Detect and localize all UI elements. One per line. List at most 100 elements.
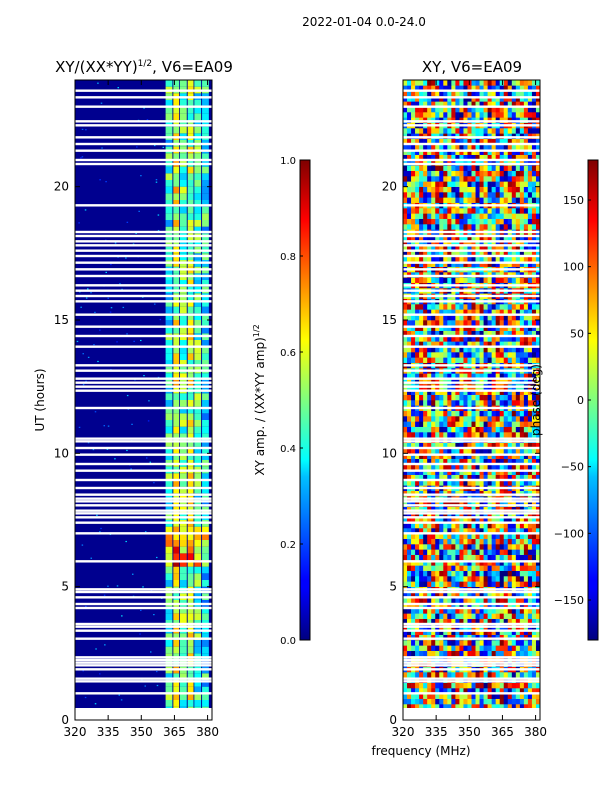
phase-cell bbox=[519, 181, 525, 187]
phase-cell bbox=[495, 474, 501, 481]
phase-cell bbox=[503, 576, 509, 582]
amplitude-colorbar bbox=[299, 159, 311, 641]
phase-cell bbox=[415, 704, 420, 710]
phase-cell bbox=[491, 250, 496, 257]
phase-cell bbox=[523, 400, 529, 406]
x-tick-label: 350 bbox=[130, 725, 153, 739]
phase-cell bbox=[407, 149, 412, 155]
phase-cell bbox=[447, 304, 452, 310]
phase-cell bbox=[435, 629, 440, 635]
phase-cell bbox=[403, 234, 408, 241]
phase-cell bbox=[483, 426, 488, 433]
phase-cell bbox=[455, 442, 460, 449]
amplitude-cell bbox=[179, 533, 187, 540]
phase-cell bbox=[507, 432, 513, 438]
phase-cell bbox=[467, 554, 472, 561]
amplitude-cell bbox=[179, 126, 187, 134]
phase-cell bbox=[475, 80, 480, 86]
phase-cell bbox=[527, 213, 533, 219]
phase-cell bbox=[419, 256, 424, 262]
phase-cell bbox=[511, 650, 517, 657]
phase-cell bbox=[519, 512, 525, 518]
flag-row bbox=[403, 509, 540, 512]
phase-cell bbox=[435, 544, 440, 550]
phase-cell bbox=[451, 224, 456, 230]
phase-heatmap bbox=[403, 80, 540, 720]
phase-cell bbox=[475, 608, 480, 614]
phase-cell bbox=[451, 458, 456, 465]
amplitude-cell bbox=[179, 226, 187, 234]
phase-cell bbox=[475, 602, 480, 609]
phase-cell bbox=[451, 309, 456, 315]
phase-cell bbox=[439, 314, 444, 321]
phase-cell bbox=[479, 560, 484, 566]
phase-cell bbox=[511, 458, 517, 465]
phase-cell bbox=[491, 410, 496, 417]
amplitude-cell bbox=[165, 573, 173, 580]
phase-cell bbox=[463, 650, 468, 657]
flag-row bbox=[403, 692, 540, 695]
phase-cell bbox=[495, 96, 501, 102]
phase-cell bbox=[419, 320, 424, 326]
phase-cell bbox=[435, 421, 440, 427]
phase-cell bbox=[519, 128, 525, 134]
phase-cell bbox=[435, 389, 440, 395]
phase-cell bbox=[435, 570, 440, 577]
phase-cell bbox=[475, 128, 480, 134]
phase-cell bbox=[503, 80, 509, 86]
phase-cell bbox=[491, 469, 496, 475]
amplitude-cell bbox=[202, 413, 209, 420]
phase-cell bbox=[495, 442, 501, 449]
phase-cell bbox=[443, 672, 448, 678]
phase-cell bbox=[535, 640, 540, 646]
phase-cell bbox=[459, 549, 464, 555]
flag-row bbox=[75, 668, 212, 671]
phase-cell bbox=[455, 304, 460, 310]
phase-cell bbox=[495, 613, 501, 619]
phase-cell bbox=[411, 512, 416, 518]
phase-cell bbox=[403, 213, 408, 219]
phase-cell bbox=[427, 522, 432, 529]
phase-cell bbox=[531, 85, 537, 91]
phase-cell bbox=[459, 517, 464, 523]
phase-cell bbox=[447, 426, 452, 433]
phase-cell bbox=[495, 373, 501, 379]
phase-cell bbox=[435, 218, 440, 225]
phase-cell bbox=[511, 474, 517, 481]
phase-cell bbox=[447, 320, 452, 326]
phase-cell bbox=[443, 608, 448, 614]
phase-cell bbox=[515, 112, 521, 118]
phase-cell bbox=[499, 672, 505, 678]
phase-cell bbox=[463, 80, 468, 86]
phase-cell bbox=[499, 480, 505, 486]
phase-cell bbox=[479, 80, 484, 86]
phase-cell bbox=[531, 688, 537, 694]
phase-cell bbox=[471, 320, 476, 326]
flag-row bbox=[403, 204, 540, 207]
phase-cell bbox=[495, 261, 501, 267]
phase-cell bbox=[475, 181, 480, 187]
phase-cell bbox=[467, 96, 472, 102]
phase-cell bbox=[419, 597, 424, 603]
phase-cell bbox=[415, 320, 420, 326]
phase-cell bbox=[403, 458, 408, 465]
phase-cell bbox=[439, 224, 444, 230]
phase-cell bbox=[479, 197, 484, 203]
phase-cell bbox=[459, 576, 464, 582]
phase-cell bbox=[487, 192, 492, 198]
phase-cell bbox=[431, 138, 436, 145]
phase-cell bbox=[427, 309, 432, 315]
phase-cell bbox=[419, 341, 424, 347]
phase-cell bbox=[487, 170, 492, 177]
flag-row bbox=[403, 158, 540, 162]
phase-cell bbox=[531, 261, 537, 267]
amplitude-cell bbox=[202, 700, 209, 707]
phase-cell bbox=[535, 357, 540, 363]
phase-cell bbox=[519, 106, 525, 113]
phase-cell bbox=[407, 218, 412, 225]
phase-cell bbox=[419, 704, 424, 710]
phase-cell bbox=[487, 256, 492, 262]
phase-cell bbox=[527, 85, 533, 91]
phase-cell bbox=[459, 96, 464, 102]
phase-cell bbox=[519, 197, 525, 203]
